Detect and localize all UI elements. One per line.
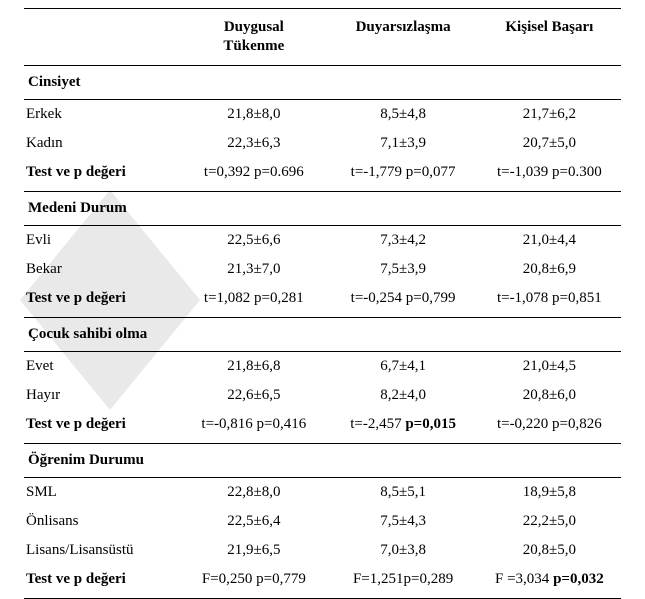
table-row: Kadın 22,3±6,3 7,1±3,9 20,7±5,0 <box>24 129 621 158</box>
cell: 21,9±6,5 <box>179 536 328 565</box>
row-label: Hayır <box>24 381 179 410</box>
test-label: Test ve p değeri <box>24 158 179 192</box>
section-title: Çocuk sahibi olma <box>24 318 621 352</box>
header-col-3-line2 <box>478 38 621 66</box>
cell: 22,3±6,3 <box>179 129 328 158</box>
cell: 20,7±5,0 <box>478 129 621 158</box>
cell: 7,1±3,9 <box>328 129 477 158</box>
test-row: Test ve p değeri t=0,392 p=0.696 t=-1,77… <box>24 158 621 192</box>
section-title: Medeni Durum <box>24 192 621 226</box>
row-label: Erkek <box>24 100 179 130</box>
table-header-row: Duygusal Duyarsızlaşma Kişisel Başarı <box>24 9 621 39</box>
cell: 7,0±3,8 <box>328 536 477 565</box>
cell: 7,3±4,2 <box>328 226 477 256</box>
test-cell: F=1,251p=0,289 <box>328 565 477 599</box>
row-label: SML <box>24 478 179 508</box>
table-row: Lisans/Lisansüstü 21,9±6,5 7,0±3,8 20,8±… <box>24 536 621 565</box>
test-row: Test ve p değeri t=-0,816 p=0,416 t=-2,4… <box>24 410 621 444</box>
test-cell: t=-1,039 p=0.300 <box>478 158 621 192</box>
cell: 21,8±6,8 <box>179 352 328 382</box>
section-title: Cinsiyet <box>24 66 621 100</box>
cell: 6,7±4,1 <box>328 352 477 382</box>
stat-part: F =3,034 <box>495 571 553 587</box>
test-cell: t=-1,078 p=0,851 <box>478 284 621 318</box>
cell: 7,5±4,3 <box>328 507 477 536</box>
row-label: Evet <box>24 352 179 382</box>
test-label: Test ve p değeri <box>24 410 179 444</box>
cell: 8,5±5,1 <box>328 478 477 508</box>
cell: 21,0±4,5 <box>478 352 621 382</box>
test-row: Test ve p değeri F=0,250 p=0,779 F=1,251… <box>24 565 621 599</box>
cell: 18,9±5,8 <box>478 478 621 508</box>
section-title-row: Cinsiyet <box>24 66 621 100</box>
p-value: p=0,015 <box>405 416 456 432</box>
test-cell: t=-0,816 p=0,416 <box>179 410 328 444</box>
test-cell: t=-0,254 p=0,799 <box>328 284 477 318</box>
cell: 22,6±6,5 <box>179 381 328 410</box>
header-col-1-line1: Duygusal <box>179 9 328 39</box>
cell: 21,0±4,4 <box>478 226 621 256</box>
table-row: Önlisans 22,5±6,4 7,5±4,3 22,2±5,0 <box>24 507 621 536</box>
header-col-2-line1: Duyarsızlaşma <box>328 9 477 39</box>
table-container: Duygusal Duyarsızlaşma Kişisel Başarı Tü… <box>0 0 645 598</box>
table-row: Erkek 21,8±8,0 8,5±4,8 21,7±6,2 <box>24 100 621 130</box>
cell: 21,7±6,2 <box>478 100 621 130</box>
cell: 20,8±6,0 <box>478 381 621 410</box>
header-col-2-line2 <box>328 38 477 66</box>
section-title-row: Medeni Durum <box>24 192 621 226</box>
row-label: Kadın <box>24 129 179 158</box>
cell: 21,8±8,0 <box>179 100 328 130</box>
test-cell: t=0,392 p=0.696 <box>179 158 328 192</box>
table-header-row-2: Tükenme <box>24 38 621 66</box>
test-cell: t=-1,779 p=0,077 <box>328 158 477 192</box>
row-label: Önlisans <box>24 507 179 536</box>
cell: 8,2±4,0 <box>328 381 477 410</box>
cell: 8,5±4,8 <box>328 100 477 130</box>
statistics-table: Duygusal Duyarsızlaşma Kişisel Başarı Tü… <box>24 8 621 599</box>
row-label: Lisans/Lisansüstü <box>24 536 179 565</box>
cell: 22,8±8,0 <box>179 478 328 508</box>
test-cell: F=0,250 p=0,779 <box>179 565 328 599</box>
p-value: p=0,032 <box>553 571 604 587</box>
stat-part: t=-2,457 <box>350 416 405 432</box>
cell: 21,3±7,0 <box>179 255 328 284</box>
cell: 20,8±5,0 <box>478 536 621 565</box>
cell: 7,5±3,9 <box>328 255 477 284</box>
cell: 22,5±6,4 <box>179 507 328 536</box>
section-title-row: Öğrenim Durumu <box>24 444 621 478</box>
test-label: Test ve p değeri <box>24 284 179 318</box>
row-label: Bekar <box>24 255 179 284</box>
section-title-row: Çocuk sahibi olma <box>24 318 621 352</box>
table-row: Evet 21,8±6,8 6,7±4,1 21,0±4,5 <box>24 352 621 382</box>
table-row: Hayır 22,6±6,5 8,2±4,0 20,8±6,0 <box>24 381 621 410</box>
test-row: Test ve p değeri t=1,082 p=0,281 t=-0,25… <box>24 284 621 318</box>
test-cell: F =3,034 p=0,032 <box>478 565 621 599</box>
table-row: SML 22,8±8,0 8,5±5,1 18,9±5,8 <box>24 478 621 508</box>
cell: 22,5±6,6 <box>179 226 328 256</box>
test-cell: t=-2,457 p=0,015 <box>328 410 477 444</box>
cell: 22,2±5,0 <box>478 507 621 536</box>
cell: 20,8±6,9 <box>478 255 621 284</box>
test-label: Test ve p değeri <box>24 565 179 599</box>
header-col-3-line1: Kişisel Başarı <box>478 9 621 39</box>
header-blank <box>24 9 179 39</box>
test-cell: t=1,082 p=0,281 <box>179 284 328 318</box>
table-row: Evli 22,5±6,6 7,3±4,2 21,0±4,4 <box>24 226 621 256</box>
test-cell: t=-0,220 p=0,826 <box>478 410 621 444</box>
row-label: Evli <box>24 226 179 256</box>
table-row: Bekar 21,3±7,0 7,5±3,9 20,8±6,9 <box>24 255 621 284</box>
header-blank-2 <box>24 38 179 66</box>
header-col-1-line2: Tükenme <box>179 38 328 66</box>
section-title: Öğrenim Durumu <box>24 444 621 478</box>
